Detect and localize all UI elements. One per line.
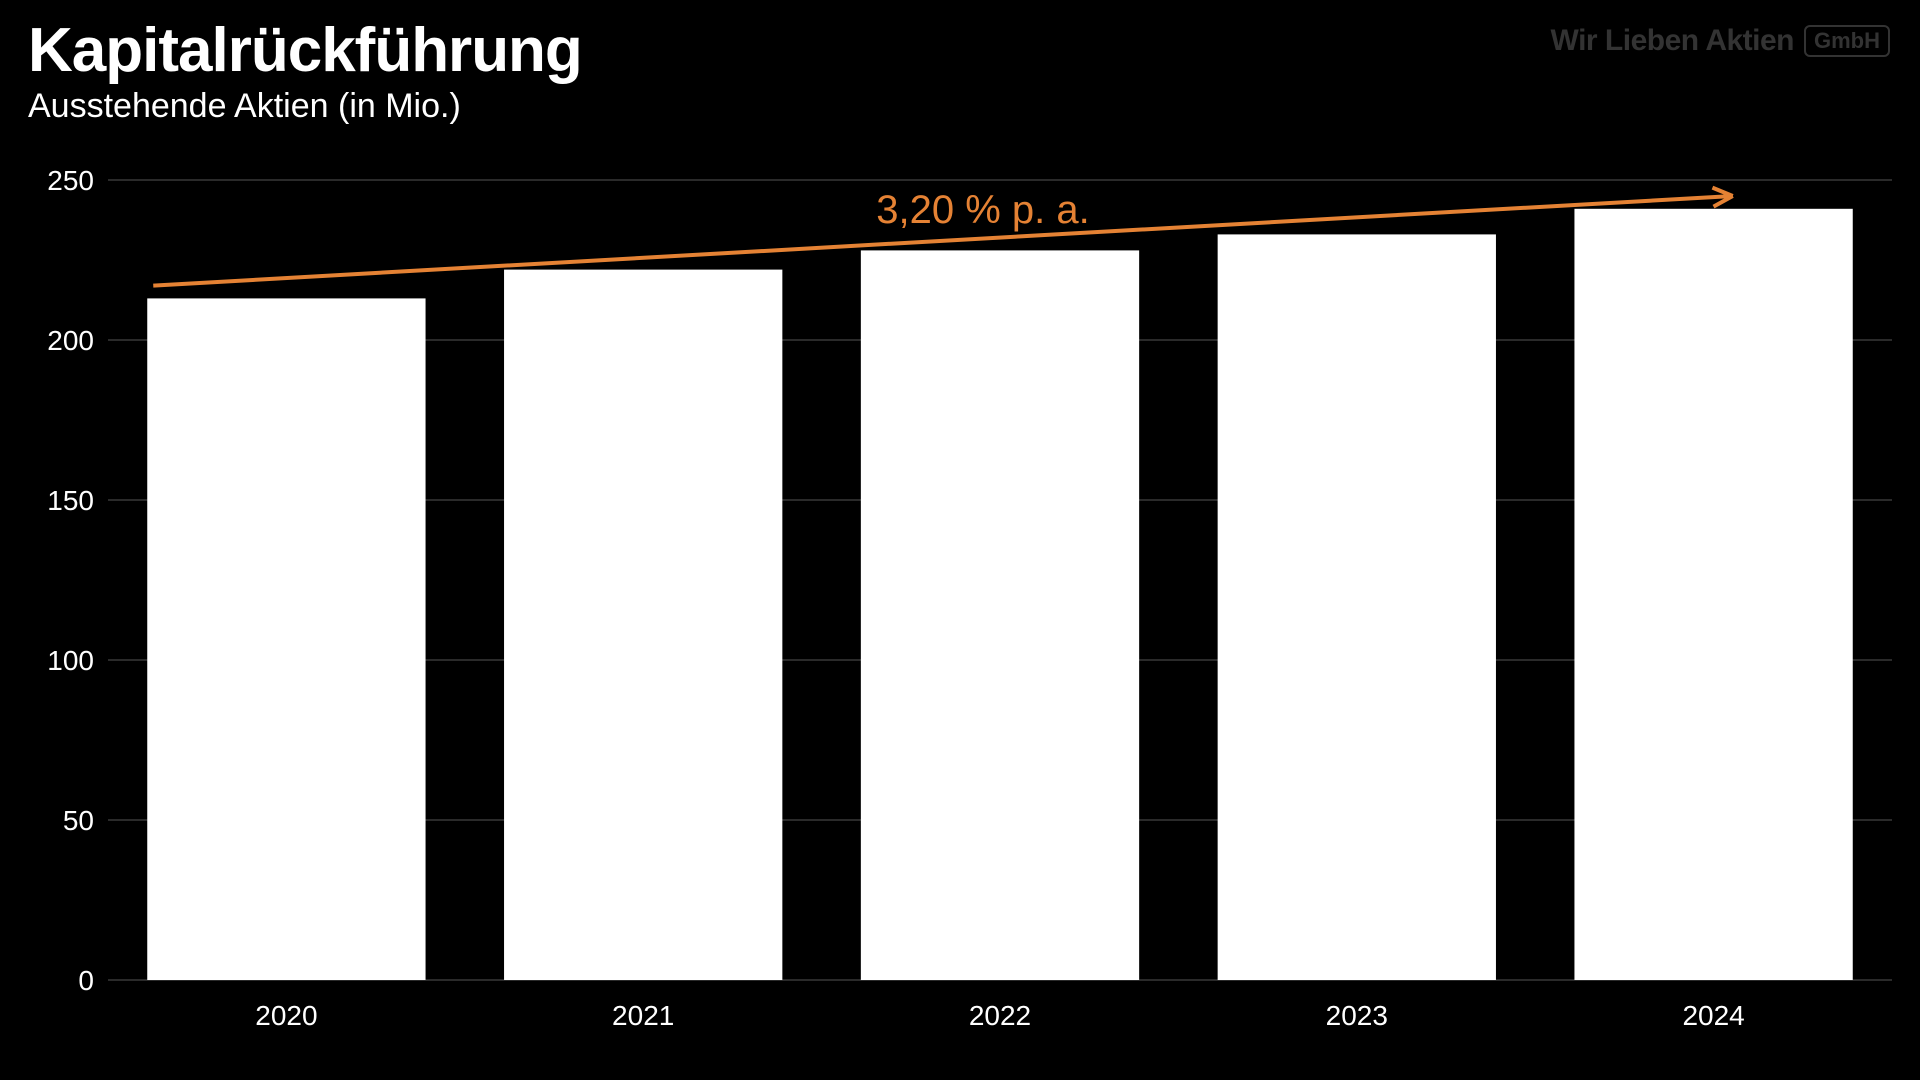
y-tick-label: 0 [78,965,94,996]
bar [1218,234,1496,980]
y-tick-label: 150 [47,485,94,516]
x-tick-label: 2020 [255,1000,317,1031]
brand-text: Wir Lieben Aktien [1551,24,1794,58]
brand-logo: Wir Lieben Aktien GmbH [1551,24,1890,58]
x-tick-label: 2023 [1326,1000,1388,1031]
chart-subtitle: Ausstehende Aktien (in Mio.) [28,87,1892,126]
brand-badge: GmbH [1804,25,1890,57]
y-tick-label: 50 [63,805,94,836]
x-tick-label: 2022 [969,1000,1031,1031]
y-tick-label: 200 [47,325,94,356]
x-tick-label: 2024 [1682,1000,1744,1031]
chart-svg: 0 50 100 150 200 250 2020 2021 2022 2023 2024 3,20 … [28,160,1892,1060]
bar [1574,209,1852,980]
x-tick-label: 2021 [612,1000,674,1031]
y-tick-label: 250 [47,165,94,196]
trend-label: 3,20 % p. a. [876,188,1089,232]
bar [504,270,782,980]
y-tick-label: 100 [47,645,94,676]
bar-chart: 0 50 100 150 200 250 2020 2021 2022 2023 2024 3,20 … [28,160,1892,1060]
bar [861,250,1139,980]
bar [147,298,425,980]
